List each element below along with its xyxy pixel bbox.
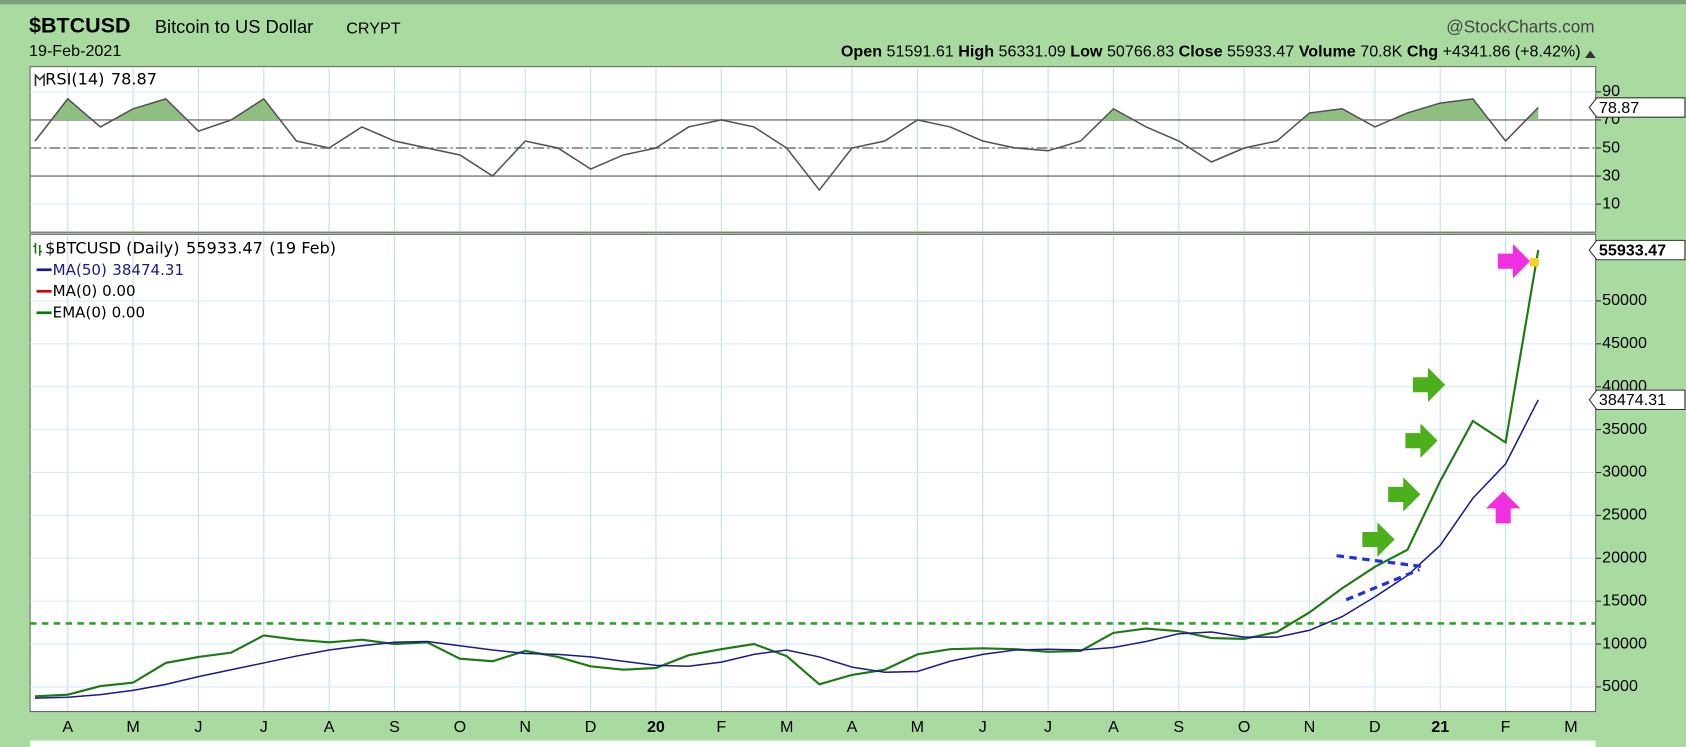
- x-tick-label: A: [62, 718, 73, 736]
- x-tick-label: M: [126, 718, 139, 736]
- x-tick-label: J: [194, 718, 202, 736]
- open-label: Open: [841, 43, 882, 61]
- x-tick-label: M: [780, 718, 793, 736]
- up-triangle: [1584, 50, 1596, 59]
- price-title: $BTCUSD (Daily): [45, 238, 179, 257]
- green-arrow: [1405, 423, 1438, 458]
- y-tick-label: 25000: [1602, 506, 1647, 524]
- series-line: [34, 97, 1539, 192]
- x-tick-label: F: [716, 718, 726, 736]
- high-label: High: [958, 43, 994, 61]
- chg: +4341.86 (+8.42%): [1443, 43, 1581, 61]
- open: 51591.61: [887, 43, 954, 61]
- trendline: [1345, 568, 1420, 602]
- y-tick-label: 10000: [1602, 634, 1647, 652]
- y-tick-label: 35000: [1602, 420, 1647, 438]
- legend-value: 38474.31: [112, 260, 184, 278]
- legend-icon: [34, 73, 45, 86]
- magenta-arrow: [1497, 243, 1531, 279]
- price-close: 55933.47: [186, 238, 263, 257]
- high: 56331.09: [999, 43, 1066, 61]
- volume: 70.8K: [1360, 43, 1402, 61]
- x-tick-label: M: [1564, 718, 1577, 736]
- legend-name: MA(50): [53, 260, 107, 278]
- x-tick-label: 20: [647, 718, 665, 736]
- low-label: Low: [1070, 43, 1103, 61]
- x-tick-label: S: [1173, 718, 1184, 736]
- legend-entry: EMA(0) 0.00: [53, 303, 145, 321]
- x-tick-label: D: [1369, 718, 1381, 736]
- value-tag: [1588, 97, 1686, 118]
- y-tick-label: 20000: [1602, 549, 1647, 567]
- x-tick-label: A: [1108, 718, 1119, 736]
- value-tag: [1588, 389, 1686, 411]
- value-tag-label: 38474.31: [1599, 391, 1666, 409]
- y-tick-label: 90: [1602, 82, 1620, 100]
- value-tag-label: 78.87: [1599, 99, 1639, 117]
- legend-icon: [33, 242, 42, 256]
- x-tick-label: J: [979, 718, 987, 736]
- top-border: [0, 0, 1686, 5]
- x-tick-label: S: [389, 718, 400, 736]
- series-line: [34, 249, 1540, 698]
- quote-line: Open 51591.61 High 56331.09 Low 50766.83…: [841, 43, 1581, 61]
- rsi-legend: RSI(14) 78.87: [45, 69, 157, 88]
- rsi-value: 78.87: [111, 69, 157, 88]
- x-tick-label: 21: [1431, 718, 1449, 736]
- y-tick-label: 10: [1602, 194, 1620, 212]
- x-tick-label: J: [260, 718, 268, 736]
- low: 50766.83: [1107, 43, 1174, 61]
- exchange: CRYPT: [346, 19, 400, 37]
- x-tick-label: N: [519, 718, 531, 736]
- y-tick-label: 15000: [1602, 591, 1647, 609]
- x-tick-label: O: [454, 718, 467, 736]
- legend-entry: MA(0) 0.00: [53, 282, 136, 300]
- x-tick-label: F: [1501, 718, 1511, 736]
- y-tick-label: 50000: [1602, 291, 1647, 309]
- x-tick-label: M: [911, 718, 924, 736]
- x-tick-label: A: [324, 718, 335, 736]
- close-label: Close: [1179, 43, 1223, 61]
- annotations: [1336, 243, 1539, 602]
- series-line: [35, 399, 1539, 699]
- magenta-arrow: [1486, 491, 1521, 524]
- y-tick-label: 45000: [1602, 334, 1647, 352]
- price-legend: $BTCUSD (Daily) 55933.47 (19 Feb): [45, 238, 336, 257]
- rsi-title: RSI(14): [45, 69, 104, 88]
- marker: [1530, 257, 1539, 267]
- bottom-panel-edge: [30, 740, 1596, 747]
- y-tick-label: 30000: [1602, 463, 1647, 481]
- x-tick-label: O: [1238, 718, 1251, 736]
- x-tick-label: J: [1044, 718, 1052, 736]
- chg-label: Chg: [1407, 43, 1438, 61]
- trendline: [1336, 554, 1422, 569]
- value-tag-label: 55933.47: [1599, 241, 1666, 259]
- y-tick-label: 50: [1602, 138, 1620, 156]
- value-tag: [1588, 239, 1686, 261]
- symbol: $BTCUSD: [29, 14, 131, 38]
- symbol-name: Bitcoin to US Dollar: [155, 16, 313, 37]
- price-date: (19 Feb): [269, 238, 336, 257]
- x-tick-label: A: [847, 718, 858, 736]
- green-arrow: [1412, 367, 1446, 402]
- legend-entry: MA(50) 38474.31: [53, 260, 184, 278]
- date: 19-Feb-2021: [29, 42, 121, 60]
- green-arrow: [1362, 522, 1395, 557]
- brand: @StockCharts.com: [1446, 16, 1594, 36]
- green-arrow: [1388, 477, 1421, 512]
- x-tick-label: D: [585, 718, 597, 736]
- volume-label: Volume: [1299, 43, 1356, 61]
- x-tick-label: N: [1304, 718, 1316, 736]
- price-layer: 5000100001500020000250003000035000400004…: [30, 235, 1686, 711]
- close: 55933.47: [1227, 43, 1294, 61]
- y-tick-label: 5000: [1602, 677, 1638, 695]
- y-tick-label: 30: [1602, 166, 1620, 184]
